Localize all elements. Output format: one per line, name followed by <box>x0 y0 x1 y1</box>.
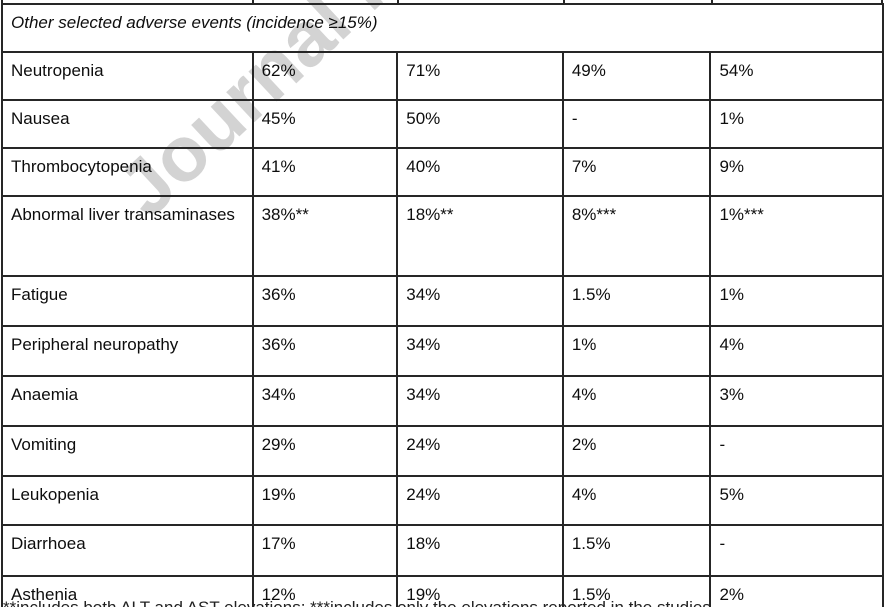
value-cell: 24% <box>396 475 564 526</box>
value-cell: 29% <box>251 425 399 477</box>
row-label-cell: Abnormal liver transaminases <box>1 195 254 277</box>
value-cell: 19% <box>251 475 399 526</box>
value-cell: 40% <box>396 147 564 197</box>
row-label-cell: Neutropenia <box>1 51 254 101</box>
value-cell: 19% <box>396 575 564 607</box>
value-cell: 9% <box>709 147 884 197</box>
value-cell: - <box>709 425 884 477</box>
value-cell: 4% <box>561 375 712 427</box>
value-cell: 49% <box>561 51 712 101</box>
row-label-cell: Vomiting <box>1 425 254 477</box>
value-cell: 1% <box>561 325 712 377</box>
value-cell: 1.5% <box>561 275 712 327</box>
clipped-row-line-stub <box>881 0 883 4</box>
clipped-row-line-stub <box>563 0 565 4</box>
table-row: Nausea 45% 50% - 1% <box>1 99 884 149</box>
value-cell: 41% <box>251 147 399 197</box>
row-label-cell: Thrombocytopenia <box>1 147 254 197</box>
value-cell: 1.5% <box>561 524 712 577</box>
value-cell: 1.5% <box>561 575 712 607</box>
value-cell: 17% <box>251 524 399 577</box>
table-title: Other selected adverse events (incidence… <box>1 3 884 53</box>
row-label-cell: Peripheral neuropathy <box>1 325 254 377</box>
row-label-cell: Fatigue <box>1 275 254 327</box>
table-row: Vomiting 29% 24% 2% - <box>1 425 884 477</box>
value-cell: 4% <box>709 325 884 377</box>
table-row: Anaemia 34% 34% 4% 3% <box>1 375 884 427</box>
adverse-events-table: Other selected adverse events (incidence… <box>1 3 884 607</box>
value-cell: 62% <box>251 51 399 101</box>
value-cell: 2% <box>709 575 884 607</box>
row-label-cell: Anaemia <box>1 375 254 427</box>
table-row: Fatigue 36% 34% 1.5% 1% <box>1 275 884 327</box>
value-cell: - <box>561 99 712 149</box>
value-cell: 1% <box>709 99 884 149</box>
table-row: Thrombocytopenia 41% 40% 7% 9% <box>1 147 884 197</box>
value-cell: 45% <box>251 99 399 149</box>
value-cell: 3% <box>709 375 884 427</box>
value-cell: 12% <box>251 575 399 607</box>
value-cell: 1% <box>709 275 884 327</box>
value-cell: 18% <box>396 524 564 577</box>
table-row: Diarrhoea 17% 18% 1.5% - <box>1 524 884 577</box>
value-cell: 8%*** <box>561 195 712 277</box>
table-row: Asthenia 12% 19% 1.5% 2% <box>1 575 884 607</box>
value-cell: 24% <box>396 425 564 477</box>
value-cell: 2% <box>561 425 712 477</box>
value-cell: 5% <box>709 475 884 526</box>
value-cell: 1%*** <box>709 195 884 277</box>
value-cell: 34% <box>396 325 564 377</box>
value-cell: 7% <box>561 147 712 197</box>
value-cell: - <box>709 524 884 577</box>
table-row: Leukopenia 19% 24% 4% 5% <box>1 475 884 526</box>
clipped-row-line-stub <box>711 0 713 4</box>
table-row: Neutropenia 62% 71% 49% 54% <box>1 51 884 101</box>
table-title-row: Other selected adverse events (incidence… <box>1 3 884 53</box>
table-row: Abnormal liver transaminases 38%** 18%**… <box>1 195 884 277</box>
row-label-cell: Diarrhoea <box>1 524 254 577</box>
row-label-cell: Nausea <box>1 99 254 149</box>
value-cell: 34% <box>396 375 564 427</box>
clipped-row-line-stub <box>1 0 3 4</box>
value-cell: 34% <box>396 275 564 327</box>
footnote-clipped: **includes both ALT and AST elevations; … <box>3 598 883 607</box>
value-cell: 36% <box>251 275 399 327</box>
table-row: Peripheral neuropathy 36% 34% 1% 4% <box>1 325 884 377</box>
value-cell: 34% <box>251 375 399 427</box>
value-cell: 36% <box>251 325 399 377</box>
row-label-cell: Leukopenia <box>1 475 254 526</box>
value-cell: 38%** <box>251 195 399 277</box>
value-cell: 4% <box>561 475 712 526</box>
value-cell: 18%** <box>396 195 564 277</box>
value-cell: 71% <box>396 51 564 101</box>
row-label-cell: Asthenia <box>1 575 254 607</box>
clipped-row-line-stub <box>252 0 254 4</box>
clipped-row-line-stub <box>397 0 399 4</box>
value-cell: 50% <box>396 99 564 149</box>
value-cell: 54% <box>709 51 884 101</box>
